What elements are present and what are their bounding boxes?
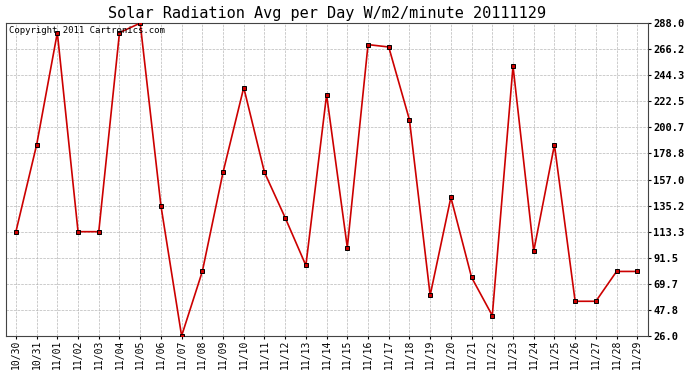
Title: Solar Radiation Avg per Day W/m2/minute 20111129: Solar Radiation Avg per Day W/m2/minute … (108, 6, 546, 21)
Text: Copyright 2011 Cartronics.com: Copyright 2011 Cartronics.com (9, 26, 165, 35)
